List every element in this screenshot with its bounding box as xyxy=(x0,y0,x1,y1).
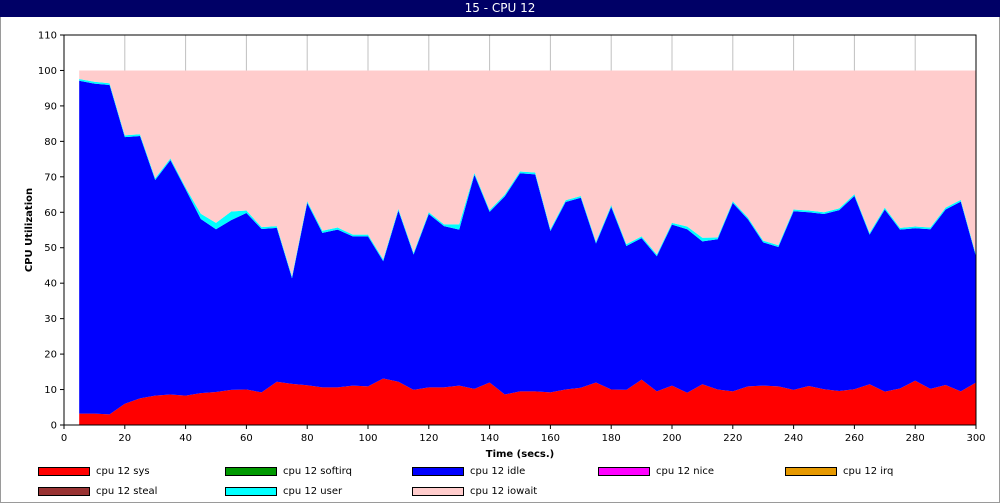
legend-swatch xyxy=(412,467,464,476)
y-tick-label: 60 xyxy=(44,208,57,219)
x-tick-label: 220 xyxy=(723,433,742,444)
legend-swatch xyxy=(225,467,277,476)
y-tick-label: 20 xyxy=(44,350,57,361)
window-title: 15 - CPU 12 xyxy=(0,0,1000,17)
x-tick-label: 100 xyxy=(358,433,377,444)
legend-label: cpu 12 user xyxy=(283,486,343,497)
x-tick-label: 120 xyxy=(419,433,438,444)
legend-label: cpu 12 irq xyxy=(843,466,894,477)
legend-label: cpu 12 iowait xyxy=(470,486,538,497)
y-tick-label: 30 xyxy=(44,314,57,325)
legend-swatch xyxy=(38,487,90,496)
legend-swatch xyxy=(785,467,837,476)
x-tick-label: 180 xyxy=(602,433,621,444)
area-cpu-12-idle xyxy=(79,80,976,415)
y-tick-label: 80 xyxy=(44,137,57,148)
legend-swatch xyxy=(412,487,464,496)
legend-label: cpu 12 sys xyxy=(96,466,150,477)
legend-swatch xyxy=(598,467,650,476)
y-tick-label: 110 xyxy=(38,31,57,42)
area-cpu-12-iowait xyxy=(79,70,976,277)
legend-label: cpu 12 nice xyxy=(656,466,715,477)
plot-border xyxy=(63,34,977,426)
series-areas xyxy=(79,70,976,425)
x-axis-title: Time (secs.) xyxy=(486,449,555,460)
x-tick-label: 260 xyxy=(845,433,864,444)
y-tick-label: 40 xyxy=(44,279,57,290)
legend-label: cpu 12 steal xyxy=(96,486,158,497)
x-tick-label: 40 xyxy=(179,433,192,444)
x-tick-label: 80 xyxy=(301,433,314,444)
x-tick-label: 280 xyxy=(906,433,925,444)
cpu-utilization-chart: 0 10 20 30 40 50 60 70 80 90 100 110 0 20 40 60 80 100 120… xyxy=(24,31,986,461)
area-cpu-12-sys xyxy=(79,378,976,425)
y-tick-label: 50 xyxy=(44,243,57,254)
y-tick-label: 10 xyxy=(44,385,57,396)
y-tick-label: 0 xyxy=(51,421,57,432)
x-tick-label: 60 xyxy=(240,433,253,444)
legend-label: cpu 12 idle xyxy=(470,466,526,477)
x-tick-label: 240 xyxy=(784,433,803,444)
y-tick-label: 100 xyxy=(38,66,57,77)
legend-label: cpu 12 softirq xyxy=(283,466,352,477)
y-tick-label: 70 xyxy=(44,172,57,183)
y-tick-label: 90 xyxy=(44,101,57,112)
x-tick-label: 0 xyxy=(61,433,67,444)
x-tick-label: 200 xyxy=(662,433,681,444)
legend-swatch xyxy=(225,487,277,496)
legend-swatch xyxy=(38,467,90,476)
x-tick-label: 20 xyxy=(118,433,131,444)
x-axis: 0 20 40 60 80 100 120 140 160 180 200 220 240 260 280 3… xyxy=(61,425,986,444)
y-axis-title: CPU Utilization xyxy=(24,188,35,272)
x-tick-label: 300 xyxy=(966,433,985,444)
y-axis: 0 10 20 30 40 50 60 70 80 90 100 110 xyxy=(38,31,64,432)
x-tick-label: 140 xyxy=(480,433,499,444)
x-tick-label: 160 xyxy=(541,433,560,444)
